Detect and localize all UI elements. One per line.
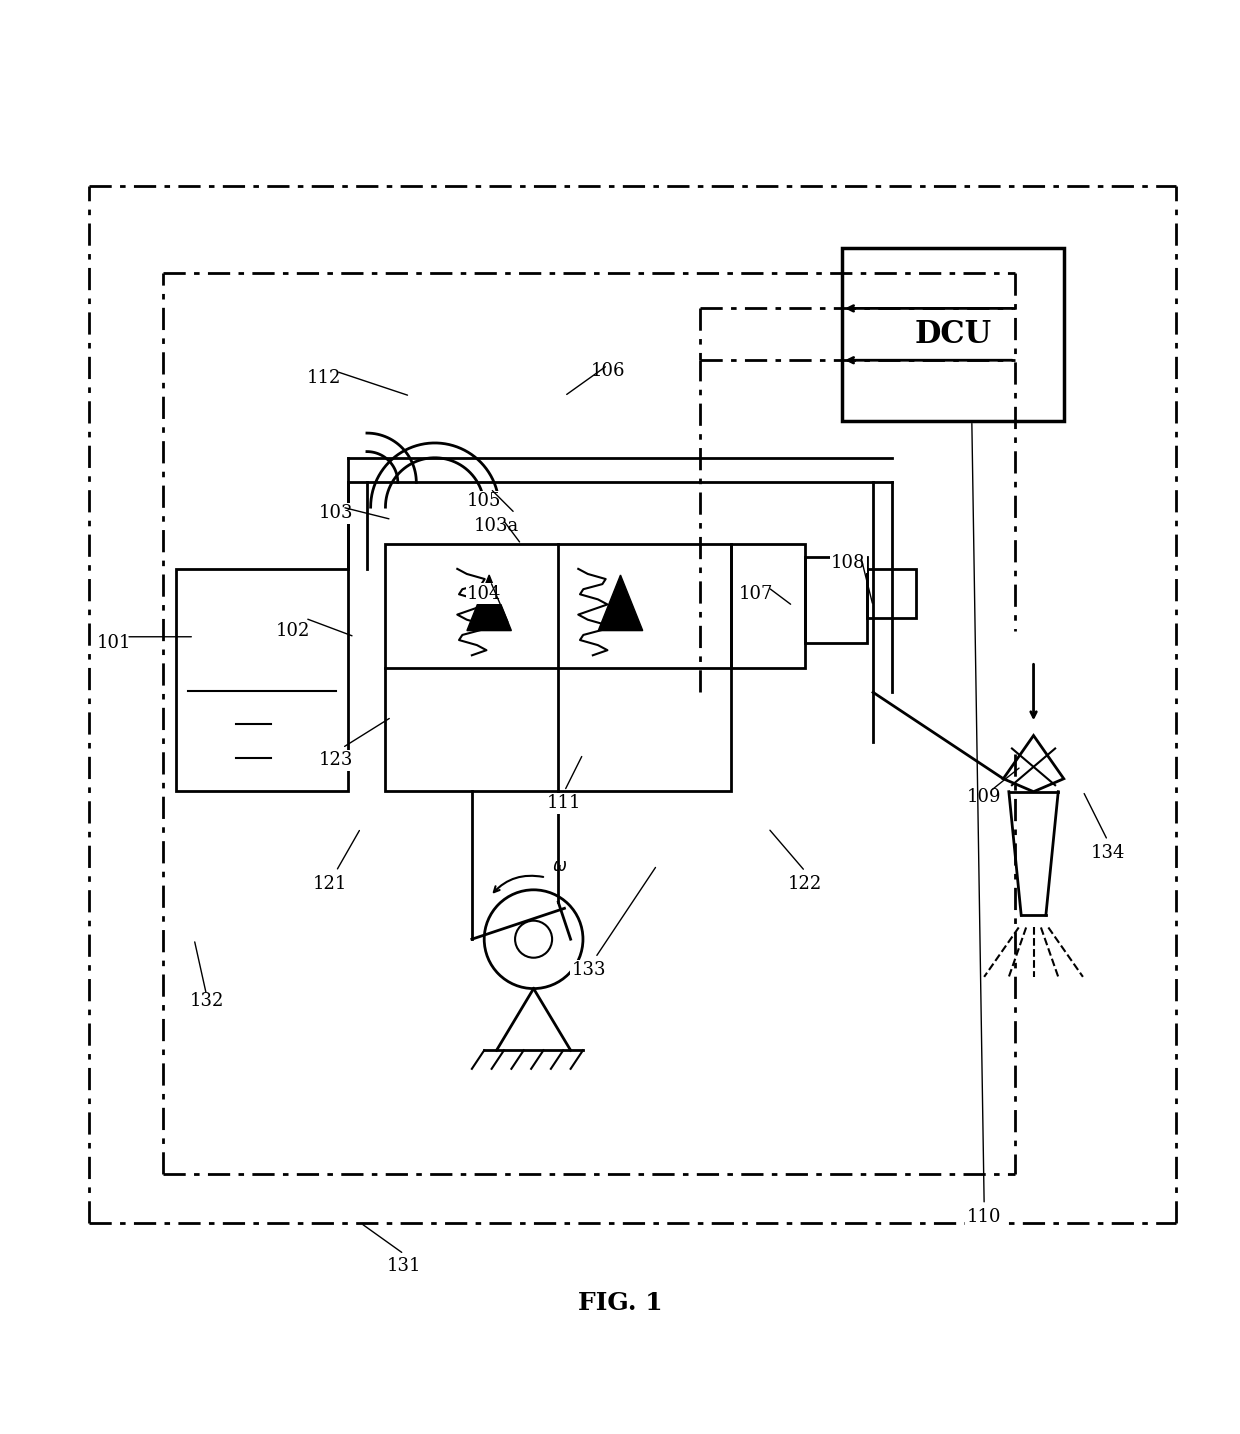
Text: FIG. 1: FIG. 1 xyxy=(578,1292,662,1315)
Text: 132: 132 xyxy=(190,992,223,1010)
Text: 133: 133 xyxy=(572,961,606,979)
Text: 123: 123 xyxy=(319,751,353,769)
Text: 107: 107 xyxy=(739,585,773,602)
Text: 111: 111 xyxy=(547,794,582,813)
Text: 109: 109 xyxy=(967,789,1002,806)
Text: 106: 106 xyxy=(590,363,625,380)
Text: 104: 104 xyxy=(467,585,501,602)
Text: 134: 134 xyxy=(1090,843,1125,862)
Text: DCU: DCU xyxy=(915,318,992,350)
Bar xyxy=(386,543,732,792)
Text: 103a: 103a xyxy=(474,516,520,535)
Polygon shape xyxy=(598,575,642,631)
Text: $\omega$: $\omega$ xyxy=(552,859,567,875)
Bar xyxy=(867,569,916,618)
Polygon shape xyxy=(467,575,511,631)
Text: 105: 105 xyxy=(467,492,501,511)
Text: 121: 121 xyxy=(312,875,347,892)
Text: 101: 101 xyxy=(97,634,131,652)
Text: 108: 108 xyxy=(831,554,866,572)
Text: 103: 103 xyxy=(319,505,353,522)
Bar xyxy=(176,569,348,792)
Text: 112: 112 xyxy=(306,369,341,387)
Bar xyxy=(842,248,1064,420)
Text: 131: 131 xyxy=(387,1258,422,1275)
Bar xyxy=(805,556,867,642)
Text: 110: 110 xyxy=(967,1207,1002,1226)
Text: 102: 102 xyxy=(275,621,310,640)
Text: 122: 122 xyxy=(789,875,822,892)
Bar xyxy=(732,543,805,668)
